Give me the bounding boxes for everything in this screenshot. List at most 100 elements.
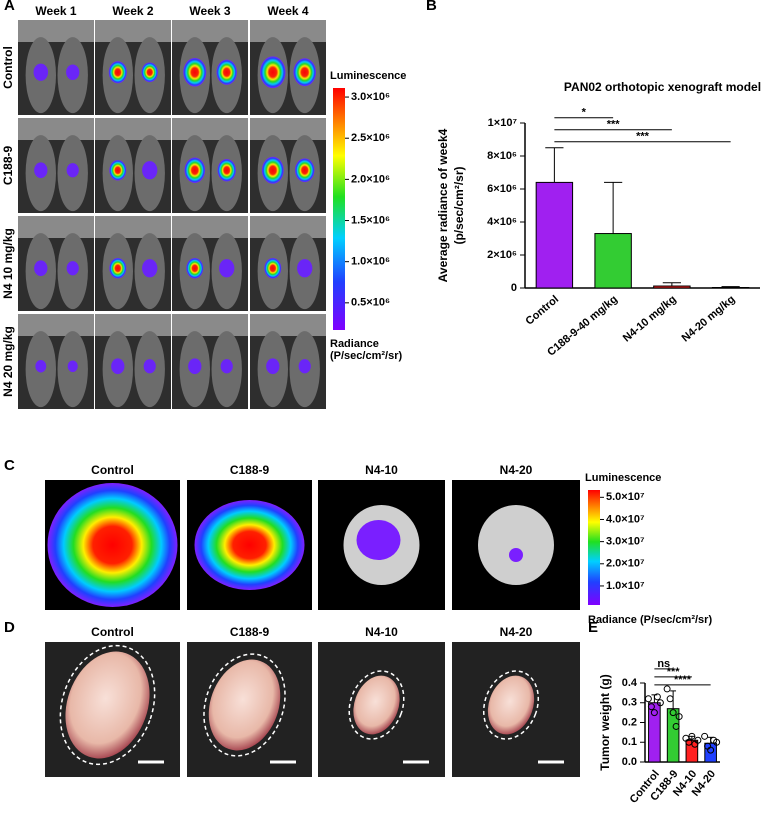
row-label: N4 10 mg/kg — [1, 228, 15, 299]
significance-label: * — [582, 107, 587, 119]
signal — [34, 260, 48, 277]
x-tick-label: N4-10 mg/kg — [621, 293, 679, 344]
signal — [194, 500, 305, 590]
signal — [109, 159, 127, 181]
data-point — [644, 695, 652, 703]
signal — [142, 259, 158, 278]
image-top — [95, 314, 171, 336]
y-tick-label: 0.4 — [622, 677, 638, 689]
colorbar-tick-label: 2.0×10⁶ — [351, 173, 390, 185]
data-point — [688, 732, 696, 740]
signal — [66, 261, 79, 276]
image-top — [250, 216, 326, 238]
mouse-image — [172, 118, 248, 213]
outline — [348, 670, 405, 740]
colorbar-tick-label: 4.0×10⁷ — [606, 513, 645, 525]
colorbar-footer: (P/sec/cm²/sr) — [330, 350, 402, 362]
colorbar — [588, 490, 600, 605]
data-point — [694, 736, 702, 744]
signal — [143, 359, 156, 374]
mouse-image — [250, 216, 326, 311]
image-top — [250, 314, 326, 336]
signal — [186, 257, 204, 279]
mouse-image — [250, 20, 326, 115]
panel-label: C — [4, 457, 15, 474]
signal — [184, 157, 206, 183]
image-label: N4-10 — [365, 463, 398, 477]
mouse-image — [95, 118, 171, 213]
colorbar — [333, 88, 345, 330]
x-tick-label: N4-20 mg/kg — [680, 293, 738, 344]
signal — [297, 259, 313, 278]
significance-label: *** — [607, 119, 621, 131]
signal — [66, 163, 79, 178]
chart-title: PAN02 orthotopic xenograft model — [564, 80, 761, 94]
mouse-image — [95, 216, 171, 311]
data-point — [675, 713, 683, 721]
y-tick-label: 2×10⁶ — [487, 249, 517, 261]
bar — [653, 285, 691, 289]
image-top — [250, 20, 326, 42]
signal — [264, 257, 282, 279]
colorbar-tick-label: 1.0×10⁷ — [606, 580, 645, 592]
signal — [142, 161, 158, 180]
signal — [108, 61, 127, 84]
tumor — [65, 651, 150, 759]
signal — [111, 358, 125, 375]
signal — [33, 63, 49, 81]
mouse-image — [250, 118, 326, 213]
signal — [67, 360, 78, 372]
colorbar-title: Luminescence — [585, 472, 661, 484]
colorbar-tick-label: 2.0×10⁷ — [606, 558, 645, 570]
image-top — [250, 118, 326, 140]
colorbar-footer: Radiance — [330, 338, 379, 350]
y-tick-label: 6×10⁶ — [487, 183, 517, 195]
data-point — [656, 699, 664, 707]
panel-label: B — [426, 0, 437, 14]
image-label: Control — [91, 625, 134, 639]
data-point — [653, 693, 661, 701]
mouse-image — [18, 216, 94, 311]
significance-label: ns — [657, 658, 670, 670]
y-axis-label: (p/sec/cm²/sr) — [452, 166, 466, 244]
signal — [266, 358, 280, 375]
image-top — [18, 20, 94, 42]
mouse-image — [172, 216, 248, 311]
signal — [295, 158, 315, 183]
y-tick-label: 0 — [511, 282, 517, 294]
mouse-image — [18, 118, 94, 213]
y-axis-label: Tumor weight (g) — [598, 674, 612, 770]
bar — [648, 702, 661, 763]
x-tick-label: Control — [523, 293, 561, 327]
data-point — [663, 685, 671, 693]
panel-label: A — [4, 0, 15, 14]
image-top — [172, 216, 248, 238]
data-point — [647, 703, 655, 711]
colorbar-tick-label: 0.5×10⁶ — [351, 297, 390, 309]
bar — [594, 233, 632, 289]
signal — [216, 59, 237, 85]
image-label: N4-10 — [365, 625, 398, 639]
significance-label: *** — [636, 131, 650, 143]
data-point — [701, 732, 709, 740]
data-point — [666, 695, 674, 703]
data-point — [685, 738, 693, 746]
data-point — [650, 709, 658, 717]
y-tick-label: 8×10⁶ — [487, 150, 517, 162]
tumor — [487, 675, 535, 735]
outline — [59, 644, 156, 766]
signal — [35, 360, 47, 373]
colorbar-tick-label: 3.0×10⁶ — [351, 91, 390, 103]
signal — [356, 520, 401, 560]
signal — [298, 359, 311, 374]
image-top — [18, 216, 94, 238]
bar — [535, 181, 574, 289]
signal — [509, 548, 523, 562]
signal — [66, 64, 80, 81]
panel-label: D — [4, 619, 15, 636]
y-tick-label: 0.2 — [622, 716, 637, 728]
mouse-image — [95, 20, 171, 115]
panel-label: E — [588, 619, 598, 636]
column-label: Week 4 — [267, 4, 308, 18]
signal — [188, 358, 202, 375]
